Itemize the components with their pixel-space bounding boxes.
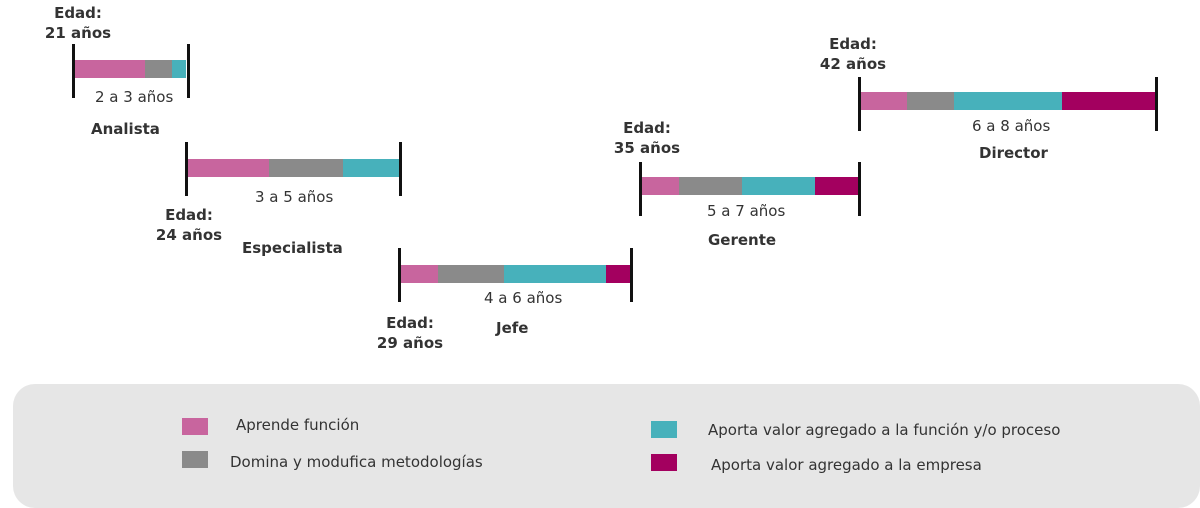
segment-domina — [269, 159, 343, 177]
start-marker-analista — [72, 44, 75, 98]
end-marker-especialista — [399, 142, 402, 196]
duration-especialista: 3 a 5 años — [255, 188, 334, 206]
bar-gerente — [642, 177, 859, 195]
age-value: 21 años — [44, 24, 112, 42]
legend-swatch-domina — [182, 451, 208, 468]
segment-aprende — [401, 265, 438, 283]
legend — [13, 384, 1200, 508]
role-jefe: Jefe — [496, 319, 529, 337]
legend-label-aprende: Aprende función — [236, 416, 360, 434]
bar-analista — [75, 60, 186, 78]
end-marker-analista — [187, 44, 190, 98]
end-marker-jefe — [630, 248, 633, 302]
segment-domina — [438, 265, 504, 283]
role-director: Director — [979, 144, 1048, 162]
age-label-jefe: Edad: 29 años — [373, 313, 447, 353]
duration-jefe: 4 a 6 años — [484, 289, 563, 307]
segment-aporta-funcion — [954, 92, 1062, 110]
bar-jefe — [401, 265, 630, 283]
segment-aprende — [188, 159, 269, 177]
role-especialista: Especialista — [242, 239, 343, 257]
legend-swatch-aporta-empresa — [651, 454, 677, 471]
age-label-gerente: Edad: 35 años — [610, 118, 684, 158]
role-analista: Analista — [91, 120, 160, 138]
segment-aporta-funcion — [172, 60, 186, 78]
segment-aporta-empresa — [606, 265, 630, 283]
segment-domina — [679, 177, 742, 195]
bar-especialista — [188, 159, 399, 177]
age-caption: Edad: — [829, 35, 877, 53]
segment-aprende — [642, 177, 679, 195]
segment-aporta-empresa — [1062, 92, 1155, 110]
segment-domina — [907, 92, 954, 110]
segment-aporta-funcion — [504, 265, 606, 283]
bar-director — [861, 92, 1155, 110]
legend-label-aporta-funcion: Aporta valor agregado a la función y/o p… — [708, 421, 1061, 439]
age-label-analista: Edad: 21 años — [42, 3, 114, 43]
segment-aporta-empresa — [815, 177, 859, 195]
duration-director: 6 a 8 años — [972, 117, 1051, 135]
age-value: 29 años — [376, 334, 444, 352]
age-value: 42 años — [819, 55, 887, 73]
age-caption: Edad: — [165, 206, 213, 224]
start-marker-director — [858, 77, 861, 131]
segment-aprende — [75, 60, 145, 78]
age-label-director: Edad: 42 años — [816, 34, 890, 74]
age-value: 35 años — [613, 139, 681, 157]
start-marker-jefe — [398, 248, 401, 302]
segment-domina — [145, 60, 172, 78]
age-value: 24 años — [155, 226, 223, 244]
duration-analista: 2 a 3 años — [95, 88, 174, 106]
age-label-especialista: Edad: 24 años — [152, 205, 226, 245]
legend-label-aporta-empresa: Aporta valor agregado a la empresa — [711, 456, 982, 474]
role-gerente: Gerente — [708, 231, 777, 249]
segment-aporta-funcion — [742, 177, 815, 195]
age-caption: Edad: — [623, 119, 671, 137]
duration-gerente: 5 a 7 años — [707, 202, 786, 220]
end-marker-director — [1155, 77, 1158, 131]
start-marker-especialista — [185, 142, 188, 196]
legend-label-domina: Domina y modufica metodologías — [230, 453, 483, 471]
age-caption: Edad: — [386, 314, 434, 332]
start-marker-gerente — [639, 162, 642, 216]
segment-aporta-funcion — [343, 159, 399, 177]
legend-swatch-aporta-funcion — [651, 421, 677, 438]
segment-aprende — [861, 92, 907, 110]
legend-swatch-aprende — [182, 418, 208, 435]
end-marker-gerente — [858, 162, 861, 216]
age-caption: Edad: — [54, 4, 102, 22]
